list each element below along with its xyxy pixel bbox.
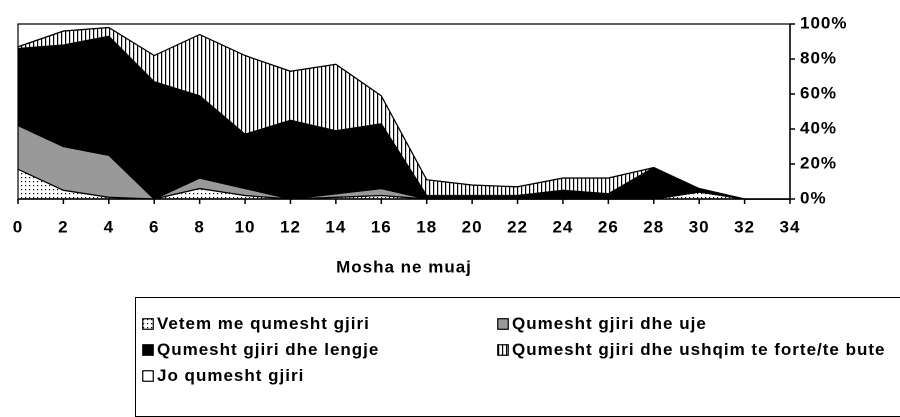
x-tick-label: 8 — [194, 217, 204, 236]
x-axis-label: Mosha ne muaj — [336, 257, 472, 276]
legend-swatch — [497, 344, 509, 356]
x-tick-label: 14 — [325, 217, 346, 236]
x-tick-label: 26 — [598, 217, 619, 236]
x-tick-label: 0 — [13, 217, 23, 236]
legend-swatch — [142, 370, 154, 382]
x-tick-label: 22 — [507, 217, 528, 236]
legend: Vetem me qumesht gjiri Qumesht gjiri dhe … — [135, 297, 900, 417]
x-tick-label: 10 — [235, 217, 256, 236]
x-tick-label: 34 — [780, 217, 801, 236]
legend-label: Jo qumesht gjiri — [157, 366, 305, 385]
y-tick-label: 60% — [800, 83, 837, 102]
legend-label: Qumesht gjiri dhe ushqim te forte/te but… — [512, 340, 886, 359]
legend-item: Jo qumesht gjiri — [142, 366, 497, 392]
page: {"chart_data": {"type": "stacked-area", … — [12, 13, 900, 417]
x-tick-label: 12 — [280, 217, 301, 236]
legend-item: Vetem me qumesht gjiri — [142, 314, 497, 340]
x-tick-label: 28 — [643, 217, 664, 236]
y-tick-label: 80% — [800, 48, 837, 67]
legend-swatch — [142, 344, 154, 356]
y-tick-label: 0% — [800, 188, 827, 207]
legend-item: Qumesht gjiri dhe ushqim te forte/te but… — [497, 340, 897, 366]
x-tick-label: 30 — [689, 217, 710, 236]
x-tick-label: 6 — [149, 217, 159, 236]
legend-swatch — [497, 318, 509, 330]
x-tick-label: 16 — [371, 217, 392, 236]
y-tick-label: 40% — [800, 118, 837, 137]
x-tick-label: 24 — [552, 217, 573, 236]
x-tick-label: 32 — [734, 217, 755, 236]
legend-label: Qumesht gjiri dhe lengje — [157, 340, 380, 359]
legend-label: Vetem me qumesht gjiri — [157, 314, 370, 333]
legend-swatch — [142, 318, 154, 330]
x-tick-label: 20 — [462, 217, 483, 236]
legend-label: Qumesht gjiri dhe uje — [512, 314, 707, 333]
legend-item: Qumesht gjiri dhe lengje — [142, 340, 497, 366]
x-tick-label: 18 — [416, 217, 437, 236]
legend-item: Qumesht gjiri dhe uje — [497, 314, 897, 340]
y-tick-label: 20% — [800, 153, 837, 172]
y-tick-label: 100% — [800, 13, 847, 32]
x-tick-label: 4 — [104, 217, 114, 236]
chart: Mosha ne muaj 0%20%40%60%80%100%0 2 4 6 8 10 1… — [13, 13, 847, 276]
x-tick-label: 2 — [58, 217, 68, 236]
